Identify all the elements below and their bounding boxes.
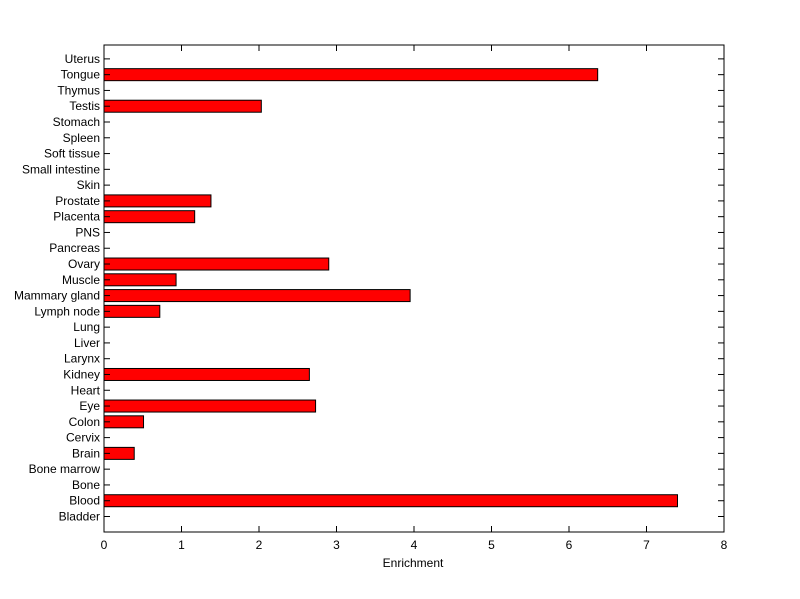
y-tick-label: Mammary gland <box>14 289 100 303</box>
y-tick-label: Skin <box>77 178 100 192</box>
bar-lymph-node <box>103 304 161 318</box>
y-tick-label: Larynx <box>64 352 100 366</box>
y-tick-label: Ovary <box>68 257 100 271</box>
y-tick-label: Testis <box>69 99 100 113</box>
y-tick-label: PNS <box>75 225 100 239</box>
y-tick-label: Blood <box>69 494 100 508</box>
y-tick-label: Small intestine <box>22 162 100 176</box>
y-tick-label: Kidney <box>63 367 100 381</box>
y-tick-label: Cervix <box>66 431 100 445</box>
y-tick-label: Bladder <box>59 510 100 524</box>
x-tick-label: 8 <box>721 538 728 552</box>
y-tick-label: Spleen <box>63 131 100 145</box>
bar-placenta <box>103 210 196 224</box>
y-tick-label: Heart <box>71 383 101 397</box>
y-tick-label: Prostate <box>55 194 100 208</box>
x-axis-title: Enrichment <box>383 556 444 570</box>
x-tick-label: 2 <box>256 538 263 552</box>
x-tick-label: 3 <box>333 538 340 552</box>
y-tick-label: Pancreas <box>49 241 100 255</box>
x-tick-label: 5 <box>488 538 495 552</box>
y-tick-label: Lymph node <box>34 304 100 318</box>
bar-prostate <box>103 194 212 208</box>
bar-muscle <box>103 273 177 287</box>
y-tick-label: Thymus <box>57 83 100 97</box>
x-tick-label: 0 <box>101 538 108 552</box>
bar-kidney <box>103 367 310 381</box>
bar-eye <box>103 399 317 413</box>
y-tick-label: Colon <box>69 415 100 429</box>
x-tick-label: 7 <box>643 538 650 552</box>
y-tick-label: Bone marrow <box>29 462 101 476</box>
bar-ovary <box>103 257 330 271</box>
bar-tongue <box>103 68 599 82</box>
y-tick-label: Muscle <box>62 273 100 287</box>
y-tick-label: Liver <box>74 336 100 350</box>
y-tick-label: Soft tissue <box>44 147 100 161</box>
y-tick-label: Uterus <box>65 52 100 66</box>
bar-blood <box>103 494 678 508</box>
y-tick-label: Eye <box>79 399 100 413</box>
y-tick-label: Placenta <box>53 210 100 224</box>
y-tick-label: Lung <box>73 320 100 334</box>
x-tick-label: 6 <box>566 538 573 552</box>
y-tick-label: Bone <box>72 478 100 492</box>
plot-frame <box>103 44 725 533</box>
x-axis-ticks: 0 1 2 3 4 5 6 7 8 <box>101 45 728 552</box>
plot-area <box>104 45 724 532</box>
x-tick-label: 4 <box>411 538 418 552</box>
y-tick-label: Stomach <box>53 115 100 129</box>
bar-mammary-gland <box>103 289 411 303</box>
bar-testis <box>103 99 262 113</box>
y-tick-label: Brain <box>72 446 100 460</box>
x-tick-label: 1 <box>178 538 185 552</box>
y-tick-label: Tongue <box>61 68 101 82</box>
